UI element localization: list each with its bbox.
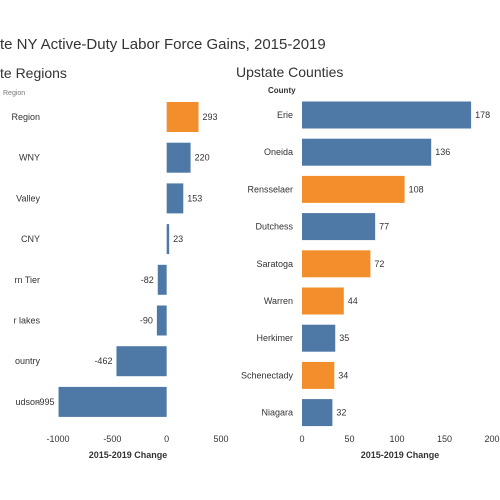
counties-bar-0 bbox=[302, 101, 472, 129]
counties-panel-title: Upstate Counties bbox=[236, 64, 343, 80]
regions-category-label-3: CNY bbox=[21, 234, 40, 244]
regions-x-axis-title: 2015-2019 Change bbox=[89, 450, 168, 460]
counties-category-label-3: Dutchess bbox=[255, 222, 293, 232]
counties-category-label-8: Niagara bbox=[261, 408, 293, 418]
regions-value-label-3: 23 bbox=[173, 234, 183, 244]
counties-x-tick-2: 100 bbox=[389, 434, 404, 444]
counties-category-label-6: Herkimer bbox=[256, 333, 293, 343]
counties-bar-5 bbox=[302, 287, 344, 315]
regions-x-tick-2: 0 bbox=[164, 434, 169, 444]
regions-panel-title: te Regions bbox=[0, 65, 67, 81]
counties-bar-3 bbox=[302, 213, 376, 241]
regions-chart: te Regions Region 2015-2019 Change Regio… bbox=[0, 65, 229, 460]
regions-x-tick-0: -1000 bbox=[46, 434, 69, 444]
regions-bar-1 bbox=[166, 142, 191, 173]
counties-x-axis-title: 2015-2019 Change bbox=[361, 450, 440, 460]
counties-category-label-4: Saratoga bbox=[256, 259, 293, 269]
counties-column-header: County bbox=[268, 86, 296, 95]
counties-bar-6 bbox=[302, 324, 336, 352]
counties-bar-1 bbox=[302, 138, 432, 166]
regions-value-label-2: 153 bbox=[187, 193, 202, 203]
regions-category-label-2: Valley bbox=[16, 193, 40, 203]
counties-value-label-3: 77 bbox=[379, 222, 389, 232]
counties-value-label-6: 35 bbox=[339, 333, 349, 343]
regions-bar-0 bbox=[166, 102, 199, 132]
regions-value-label-5: -90 bbox=[140, 316, 153, 326]
regions-value-label-7: -995 bbox=[37, 397, 55, 407]
counties-bar-8 bbox=[302, 399, 333, 427]
regions-value-label-0: 293 bbox=[203, 112, 218, 122]
regions-category-label-4: rn Tier bbox=[14, 275, 40, 285]
counties-value-label-0: 178 bbox=[475, 110, 490, 120]
counties-x-tick-0: 0 bbox=[299, 434, 304, 444]
counties-bar-2 bbox=[302, 175, 405, 203]
regions-bar-6 bbox=[116, 346, 167, 377]
regions-bar-4 bbox=[157, 264, 167, 295]
regions-value-label-4: -82 bbox=[141, 275, 154, 285]
counties-category-label-0: Erie bbox=[277, 110, 293, 120]
counties-category-label-1: Oneida bbox=[264, 147, 293, 157]
counties-x-tick-3: 150 bbox=[437, 434, 452, 444]
regions-column-header: Region bbox=[3, 90, 25, 97]
counties-x-tick-1: 50 bbox=[344, 434, 354, 444]
counties-value-label-5: 44 bbox=[348, 296, 358, 306]
regions-category-label-0: Region bbox=[11, 112, 40, 122]
counties-value-label-8: 32 bbox=[336, 408, 346, 418]
regions-category-label-7: udson bbox=[15, 397, 40, 407]
regions-category-label-1: WNY bbox=[19, 153, 40, 163]
regions-value-label-1: 220 bbox=[195, 153, 210, 163]
regions-category-label-5: r lakes bbox=[13, 316, 40, 326]
counties-x-tick-4: 200 bbox=[484, 434, 499, 444]
counties-value-label-7: 34 bbox=[338, 370, 348, 380]
regions-category-label-6: ountry bbox=[15, 356, 41, 366]
counties-chart: Upstate Counties County 2015-2019 Change… bbox=[236, 64, 500, 460]
regions-bar-2 bbox=[166, 183, 184, 214]
counties-category-label-7: Schenectady bbox=[241, 370, 294, 380]
counties-value-label-2: 108 bbox=[409, 184, 424, 194]
regions-bar-3 bbox=[166, 224, 170, 255]
counties-bar-4 bbox=[302, 250, 371, 278]
regions-bar-7 bbox=[58, 386, 167, 417]
counties-value-label-4: 72 bbox=[374, 259, 384, 269]
counties-category-label-5: Warren bbox=[264, 296, 293, 306]
regions-value-label-6: -462 bbox=[94, 356, 112, 366]
regions-x-tick-3: 500 bbox=[213, 434, 228, 444]
regions-x-tick-1: -500 bbox=[103, 434, 121, 444]
chart-title: te NY Active-Duty Labor Force Gains, 201… bbox=[0, 36, 326, 53]
regions-bar-5 bbox=[156, 305, 167, 336]
counties-category-label-2: Rensselaer bbox=[247, 184, 293, 194]
counties-bar-7 bbox=[302, 361, 335, 389]
counties-value-label-1: 136 bbox=[435, 147, 450, 157]
